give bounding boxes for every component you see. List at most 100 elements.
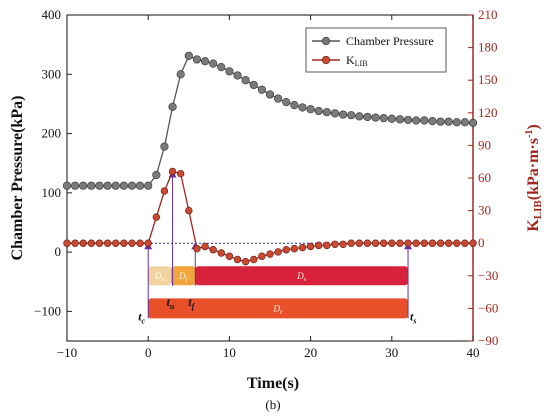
klib-point bbox=[404, 239, 412, 247]
klib-point bbox=[168, 167, 177, 176]
legend-entry-chamber-pressure: Chamber Pressure bbox=[312, 34, 434, 48]
chamber-pressure-point bbox=[111, 181, 120, 190]
y-axis-left-label: Chamber Pressure(kPa) bbox=[9, 96, 26, 261]
y-left-tick-label: 0 bbox=[55, 244, 62, 259]
chamber-pressure-point bbox=[217, 63, 226, 72]
klib-point bbox=[112, 239, 120, 247]
chamber-pressure-point bbox=[444, 117, 453, 126]
klib-point bbox=[355, 239, 364, 247]
legend-box bbox=[305, 27, 447, 73]
klib-point bbox=[128, 239, 136, 247]
chamber-pressure-point bbox=[176, 70, 185, 79]
klib-point bbox=[176, 169, 185, 178]
klib-point bbox=[298, 243, 307, 252]
y-right-tick-label: −90 bbox=[478, 333, 498, 348]
chamber-pressure-point bbox=[160, 142, 169, 151]
klib-point bbox=[233, 255, 242, 264]
chamber-pressure-point bbox=[95, 181, 104, 190]
chamber-pressure-point bbox=[103, 181, 112, 190]
time-marker-label-tc: tc bbox=[138, 309, 145, 325]
x-tick-label: 20 bbox=[304, 345, 317, 360]
duration-bar-label: Du bbox=[154, 271, 165, 283]
klib-point bbox=[209, 246, 217, 254]
chamber-pressure-point bbox=[168, 102, 177, 111]
duration-bar-label: Ds bbox=[296, 271, 307, 283]
chamber-pressure-point bbox=[314, 106, 323, 116]
klib-point bbox=[282, 246, 290, 254]
y-left-tick-label: 100 bbox=[42, 185, 62, 200]
chamber-pressure-point bbox=[403, 115, 413, 125]
x-tick-label: 30 bbox=[385, 345, 398, 360]
chamber-pressure-point bbox=[233, 71, 242, 80]
chamber-pressure-point bbox=[468, 118, 478, 127]
klib-point bbox=[95, 239, 104, 247]
klib-point bbox=[217, 249, 225, 257]
y-left-tick-label: 200 bbox=[42, 126, 62, 141]
klib-point bbox=[144, 239, 152, 247]
chamber-pressure-point bbox=[152, 170, 161, 180]
chamber-pressure-point bbox=[330, 109, 340, 118]
klib-point bbox=[160, 187, 169, 195]
klib-point bbox=[258, 252, 266, 260]
chamber-pressure-point bbox=[192, 55, 202, 64]
legend-marker-chamber bbox=[321, 36, 331, 46]
chamber-pressure-point bbox=[62, 181, 72, 190]
klib-point bbox=[225, 252, 234, 260]
klib-point bbox=[201, 242, 209, 251]
klib-point bbox=[185, 206, 193, 215]
chamber-pressure-point bbox=[395, 115, 405, 124]
time-marker-label-ts: ts bbox=[410, 309, 416, 325]
chamber-pressure-point bbox=[347, 111, 356, 120]
chamber-pressure-point bbox=[79, 181, 88, 190]
legend-marker-klib bbox=[321, 55, 331, 65]
y-right-tick-label: −30 bbox=[478, 268, 498, 283]
y-left-tick-label: 400 bbox=[42, 7, 62, 22]
y-right-tick-label: 30 bbox=[478, 203, 491, 218]
y-right-tick-label: 90 bbox=[478, 137, 491, 152]
duration-bar-label: Df bbox=[178, 271, 189, 283]
chamber-pressure-point bbox=[200, 57, 210, 66]
chamber-pressure-point bbox=[306, 105, 315, 114]
duration-bar-De bbox=[148, 298, 409, 319]
x-tick-label: 0 bbox=[145, 345, 152, 360]
chamber-pressure-point bbox=[290, 100, 299, 110]
klib-line bbox=[67, 170, 473, 263]
legend: Chamber Pressure KLIB bbox=[305, 27, 447, 73]
klib-point bbox=[363, 239, 372, 247]
y-right-tick-label: 180 bbox=[478, 40, 498, 55]
y-right-tick-label: 210 bbox=[478, 7, 498, 22]
chamber-pressure-point bbox=[249, 80, 258, 90]
time-marker-label-tu: tu bbox=[167, 295, 175, 311]
chamber-pressure-point bbox=[298, 103, 307, 112]
klib-point bbox=[379, 239, 388, 247]
y-right-tick-label: 60 bbox=[478, 170, 491, 185]
x-tick-label: 10 bbox=[223, 345, 236, 360]
duration-bar-Du bbox=[148, 266, 171, 286]
klib-point bbox=[396, 239, 404, 247]
klib-point bbox=[306, 242, 315, 251]
klib-point bbox=[103, 239, 112, 247]
klib-point bbox=[79, 239, 87, 247]
klib-point bbox=[241, 257, 250, 266]
legend-label-chamber: Chamber Pressure bbox=[346, 34, 434, 48]
chamber-pressure-point bbox=[338, 110, 348, 119]
chamber-pressure-point bbox=[241, 76, 250, 85]
chamber-pressure-point bbox=[460, 118, 469, 127]
klib-point bbox=[87, 239, 96, 247]
klib-point bbox=[193, 244, 201, 253]
klib-point bbox=[436, 239, 445, 247]
klib-point bbox=[412, 239, 420, 247]
chamber-pressure-point bbox=[387, 114, 396, 123]
chamber-pressure-point bbox=[355, 112, 364, 121]
chamber-pressure-point bbox=[412, 116, 421, 125]
chamber-pressure-point bbox=[225, 67, 234, 76]
chamber-pressure-point bbox=[363, 112, 372, 122]
klib-point bbox=[461, 239, 469, 247]
chamber-pressure-point bbox=[87, 181, 96, 190]
x-tick-label: −10 bbox=[57, 345, 77, 360]
time-marker-label-tf: tf bbox=[188, 295, 195, 311]
klib-point bbox=[274, 248, 282, 256]
y-left-tick-label: 300 bbox=[42, 66, 62, 81]
chamber-pressure-point bbox=[420, 116, 429, 125]
chamber-pressure-point bbox=[371, 113, 380, 122]
